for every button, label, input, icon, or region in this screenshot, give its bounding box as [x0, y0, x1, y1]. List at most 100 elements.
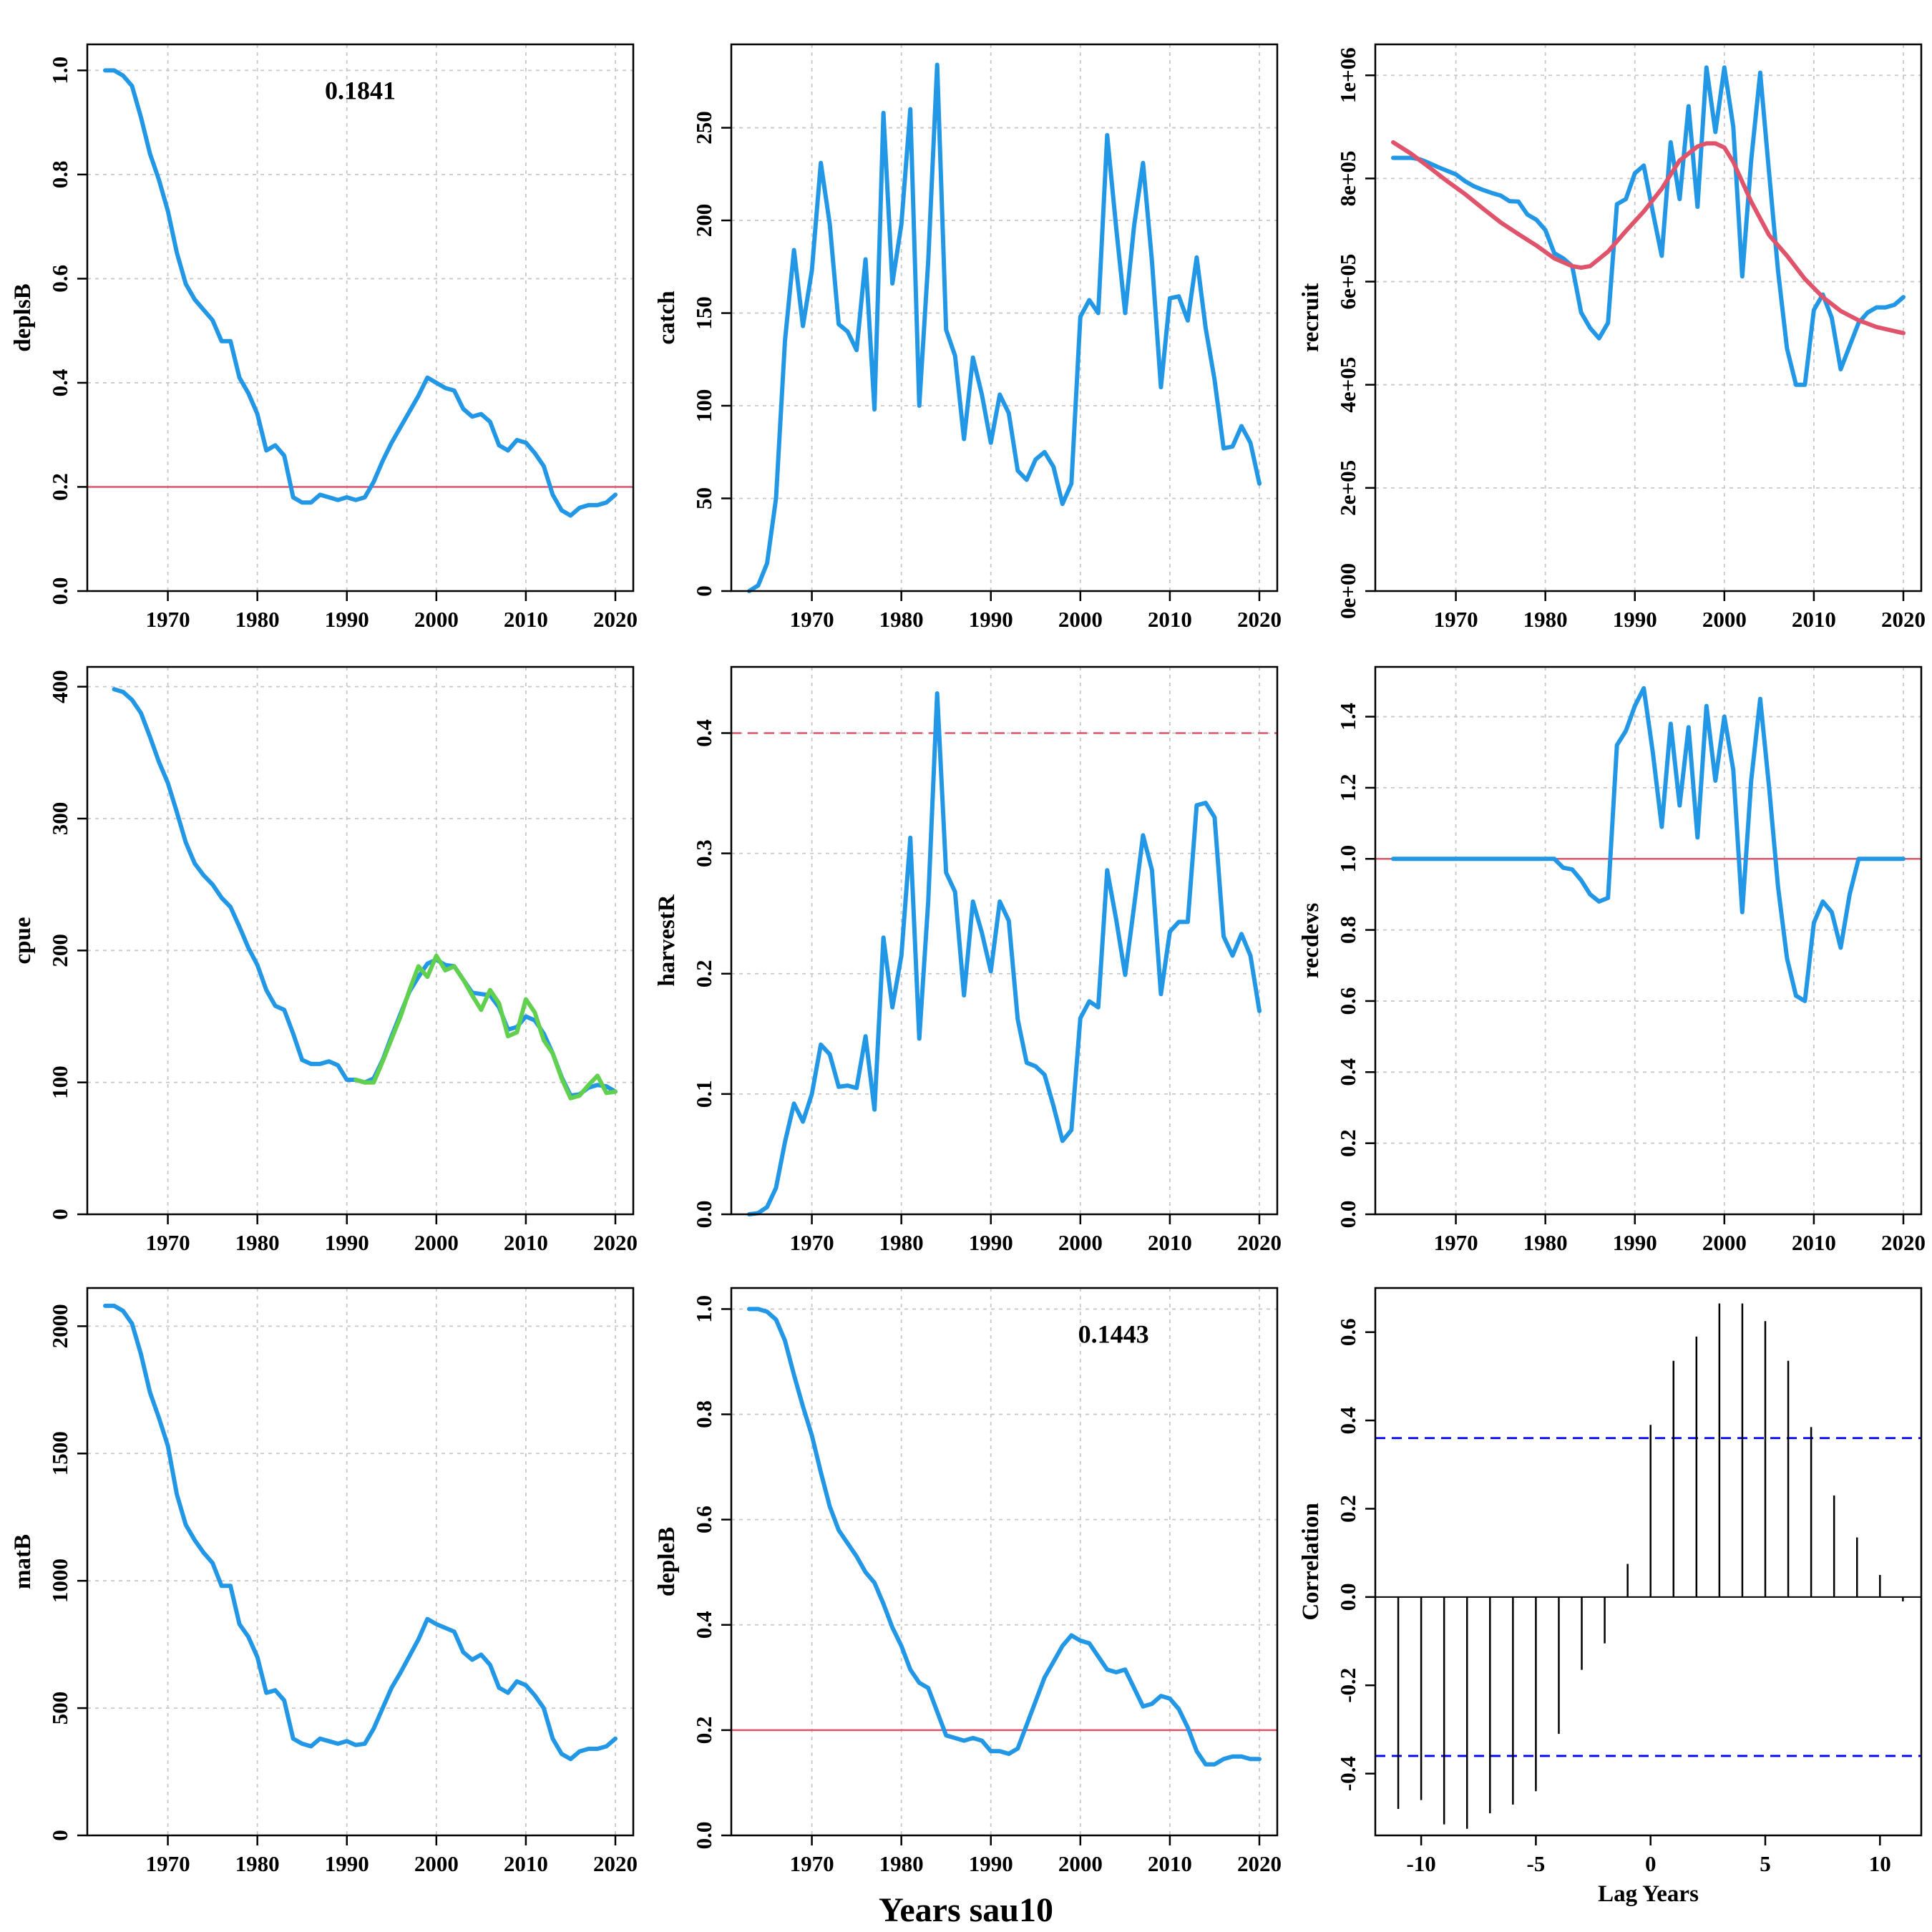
y-tick-label: 0.4	[1335, 1407, 1360, 1435]
y-tick-label: 2e+05	[1335, 460, 1360, 516]
x-tick-label: 2010	[504, 607, 548, 632]
y-tick-label: 0.6	[691, 1506, 716, 1533]
y-axis-label: recdevs	[1298, 902, 1324, 978]
y-tick-label: 1.0	[691, 1295, 716, 1323]
x-tick-label: 2010	[1148, 607, 1192, 632]
x-tick-label: 2000	[414, 607, 459, 632]
x-tick-label: 1970	[146, 607, 190, 632]
panel-ccf: -10 -5 0 5 10 -0.4 -0.2 0.0 0.2 0.4 0.6 Correlation…	[1298, 1287, 1923, 1907]
x-tick-label: 2020	[1237, 1230, 1282, 1255]
x-tick-label: 1980	[1523, 607, 1568, 632]
series-line-2	[1391, 140, 1906, 336]
series-line-1	[103, 1303, 618, 1762]
x-tick-label: 1970	[1434, 1230, 1478, 1255]
plot-frame	[86, 43, 635, 592]
y-tick-label: 0	[47, 1209, 72, 1220]
x-tick-label: 1990	[325, 607, 369, 632]
y-tick-label: 0.8	[691, 1400, 716, 1428]
y-axis-label: recruit	[1298, 283, 1324, 353]
plot-frame	[86, 665, 635, 1216]
series-line-1	[103, 68, 618, 518]
y-tick-label: 0e+00	[1335, 563, 1360, 619]
y-tick-label: 0.2	[1335, 1495, 1360, 1523]
y-axis-label: cpue	[10, 917, 36, 965]
panel-annotation: 0.1841	[325, 76, 396, 104]
panel-harvestR: 1970 1980 1990 2000 2010 2020 0.0 0.1 0.2 0.3 0.4 h…	[654, 665, 1282, 1255]
plot-frame	[1374, 665, 1923, 1216]
y-tick-label: 0.8	[1335, 916, 1360, 944]
series-line-2	[353, 953, 618, 1101]
panel-depleB: 1970 1980 1990 2000 2010 2020 0.0 0.2 0.4 0.6 0.8 1…	[654, 1287, 1282, 1876]
y-tick-label: 2000	[47, 1304, 72, 1348]
y-axis-label: harvestR	[654, 894, 680, 986]
plot-frame	[86, 1287, 635, 1837]
x-tick-label: 2000	[414, 1230, 459, 1255]
x-tick-label: 2010	[1792, 1230, 1836, 1255]
y-tick-label: 100	[691, 389, 716, 423]
y-tick-label: 0	[691, 585, 716, 597]
y-tick-label: 1.2	[1335, 774, 1360, 802]
y-tick-label: 0.2	[691, 960, 716, 987]
series-line-1	[1391, 65, 1906, 387]
x-tick-label: 2000	[1058, 1230, 1103, 1255]
plot-frame	[730, 43, 1279, 592]
y-tick-label: 6e+05	[1335, 254, 1360, 310]
x-tick-label: 1990	[325, 1851, 369, 1876]
x-tick-label: 1990	[969, 1851, 1013, 1876]
x-tick-label: 1970	[790, 1230, 834, 1255]
x-tick-label: 5	[1760, 1851, 1771, 1876]
x-tick-label: 1970	[146, 1851, 190, 1876]
x-tick-label: -5	[1526, 1851, 1545, 1876]
y-tick-label: 250	[691, 111, 716, 145]
y-axis-label: Correlation	[1298, 1503, 1324, 1620]
x-tick-label: 1990	[1613, 1230, 1657, 1255]
y-tick-label: 0.4	[691, 719, 716, 747]
series-line-1	[747, 62, 1262, 593]
y-axis-label: matB	[10, 1534, 36, 1589]
y-tick-label: 0.6	[1335, 1318, 1360, 1346]
y-tick-label: 0.6	[47, 265, 72, 293]
x-tick-label: 1980	[235, 1230, 280, 1255]
plot-frame	[1374, 1287, 1923, 1837]
series-line-1	[747, 691, 1262, 1216]
x-tick-label: 1990	[325, 1230, 369, 1255]
x-tick-label: 2010	[1148, 1851, 1192, 1876]
y-tick-label: -0.2	[1335, 1668, 1360, 1703]
x-tick-label: 2000	[1702, 1230, 1747, 1255]
y-tick-label: 8e+05	[1335, 150, 1360, 206]
y-tick-label: 0.2	[691, 1717, 716, 1745]
y-tick-label: 0.1	[691, 1080, 716, 1108]
y-tick-label: 0.8	[47, 161, 72, 189]
x-tick-label: 1980	[1523, 1230, 1568, 1255]
y-tick-label: 0.2	[1335, 1129, 1360, 1157]
panel-cpue: 1970 1980 1990 2000 2010 2020 0 100 200 300 400 cpu…	[10, 665, 638, 1255]
panel-recruit: 1970 1980 1990 2000 2010 2020 0e+00 2e+05 4e+05 6…	[1298, 43, 1926, 632]
x-tick-label: 2020	[1237, 1851, 1282, 1876]
y-tick-label: 1.4	[1335, 703, 1360, 731]
x-tick-label: 2020	[1237, 607, 1282, 632]
panel-annotation: 0.1443	[1078, 1320, 1149, 1349]
plot-frame	[1374, 43, 1923, 592]
y-tick-label: 500	[47, 1692, 72, 1725]
y-tick-label: 100	[47, 1065, 72, 1099]
y-tick-label: 0.0	[1335, 1201, 1360, 1229]
panel-recdevs: 1970 1980 1990 2000 2010 2020 0.0 0.2 0.4 0.6 0.8 1…	[1298, 665, 1926, 1255]
x-tick-label: 2010	[1148, 1230, 1192, 1255]
panel-catch: 1970 1980 1990 2000 2010 2020 0 50 100 150 200 250 c…	[654, 43, 1282, 632]
y-tick-label: -0.4	[1335, 1756, 1360, 1791]
y-tick-label: 0.0	[1335, 1583, 1360, 1611]
x-tick-label: 1980	[879, 1851, 924, 1876]
x-tick-label: 1980	[235, 607, 280, 632]
x-tick-label: 2000	[1058, 1851, 1103, 1876]
y-tick-label: 150	[691, 296, 716, 330]
y-tick-label: 0.0	[691, 1822, 716, 1850]
x-tick-label: 0	[1645, 1851, 1657, 1876]
x-tick-label: 2000	[1058, 607, 1103, 632]
y-tick-label: 1.0	[47, 57, 72, 84]
x-tick-label: 2020	[1881, 1230, 1926, 1255]
plot-frame	[730, 665, 1279, 1216]
x-tick-label: 2000	[1702, 607, 1747, 632]
y-tick-label: 1000	[47, 1558, 72, 1603]
figure-xlabel: Years sau10	[879, 1891, 1053, 1929]
